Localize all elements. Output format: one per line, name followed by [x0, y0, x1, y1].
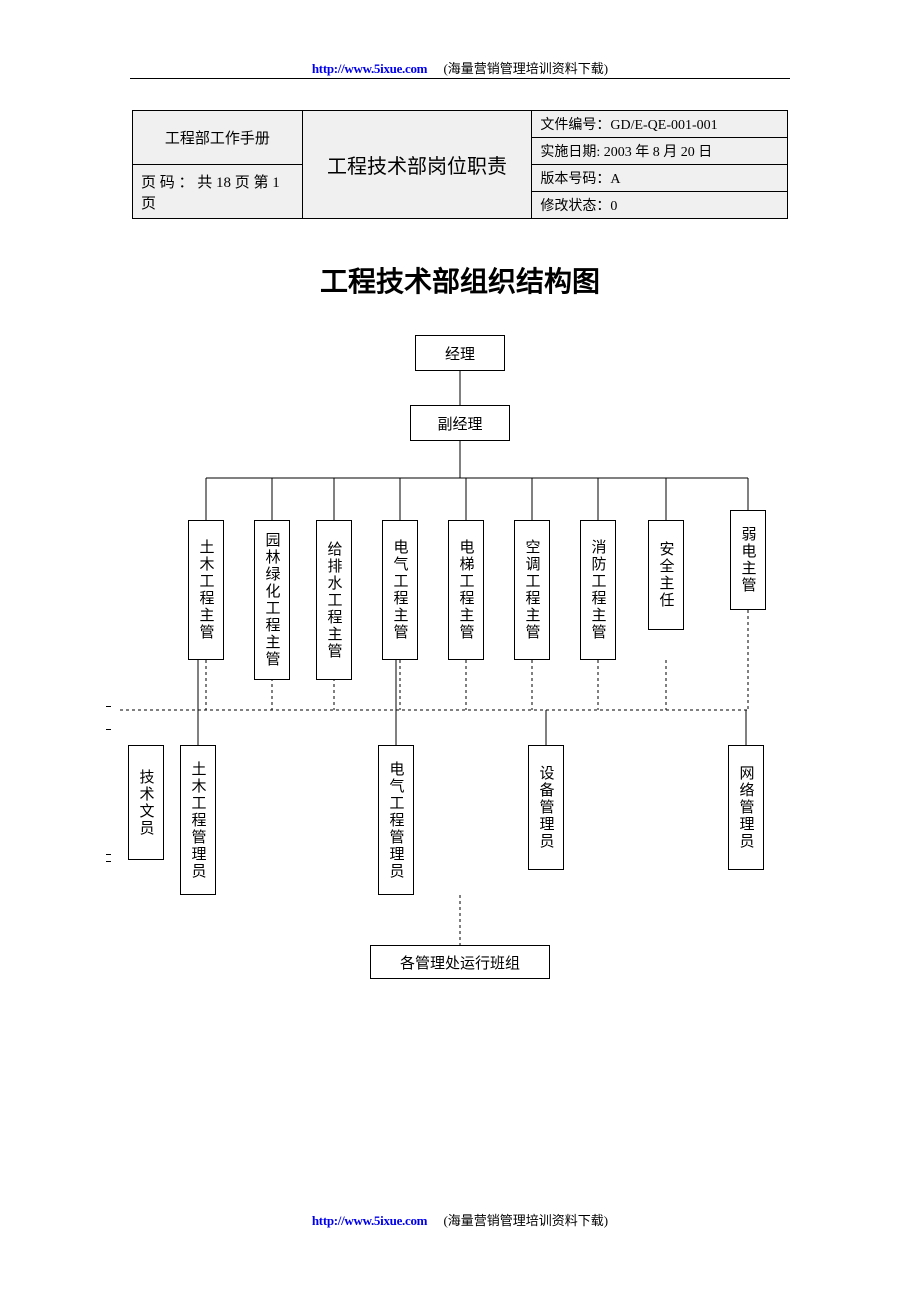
header-rule: [130, 78, 790, 79]
page-footer: http://www.5ixue.com (海量营销管理培训资料下载): [0, 1210, 920, 1229]
margin-tick: [106, 706, 111, 730]
node-team: 各管理处运行班组: [370, 945, 550, 979]
org-chart: 经理 副经理 土木工程主管 园林绿化工程主管 给排水工程主管 电气工程主管 电梯…: [120, 330, 800, 1010]
status-cell: 修改状态：0: [532, 192, 788, 219]
date-cell: 实施日期: 2003 年 8 月 20 日: [532, 138, 788, 165]
page-header: http://www.5ixue.com (海量营销管理培训资料下载): [0, 58, 920, 77]
document-info-table: 工程部工作手册 工程技术部岗位职责 文件编号：GD/E-QE-001-001 实…: [132, 110, 788, 219]
margin-tick: [106, 854, 111, 862]
pages-cell: 页 码 ： 共 18 页 第 1 页: [133, 165, 303, 219]
node-sup-lowvolt: 弱电主管: [730, 510, 766, 610]
doc-title-cell: 工程技术部岗位职责: [302, 111, 532, 219]
node-sup-hvac: 空调工程主管: [514, 520, 550, 660]
footer-note: (海量营销管理培训资料下载): [443, 1213, 608, 1228]
header-url: http://www.5ixue.com: [312, 61, 427, 76]
node-sup-landscape: 园林绿化工程主管: [254, 520, 290, 680]
node-sup-fire: 消防工程主管: [580, 520, 616, 660]
node-sup-electric: 电气工程主管: [382, 520, 418, 660]
node-deputy: 副经理: [410, 405, 510, 441]
node-sup-elevator: 电梯工程主管: [448, 520, 484, 660]
org-chart-title: 工程技术部组织结构图: [0, 260, 920, 300]
header-note: (海量营销管理培训资料下载): [443, 61, 608, 76]
docno-cell: 文件编号：GD/E-QE-001-001: [532, 111, 788, 138]
node-sup-safety: 安全主任: [648, 520, 684, 630]
node-admin-net: 网络管理员: [728, 745, 764, 870]
version-cell: 版本号码：A: [532, 165, 788, 192]
node-manager: 经理: [415, 335, 505, 371]
node-admin-equip: 设备管理员: [528, 745, 564, 870]
node-clerk: 技术文员: [128, 745, 164, 860]
node-sup-civil: 土木工程主管: [188, 520, 224, 660]
node-admin-elec: 电气工程管理员: [378, 745, 414, 895]
footer-url: http://www.5ixue.com: [312, 1213, 427, 1228]
node-admin-civil: 土木工程管理员: [180, 745, 216, 895]
manual-title-cell: 工程部工作手册: [133, 111, 303, 165]
node-sup-water: 给排水工程主管: [316, 520, 352, 680]
